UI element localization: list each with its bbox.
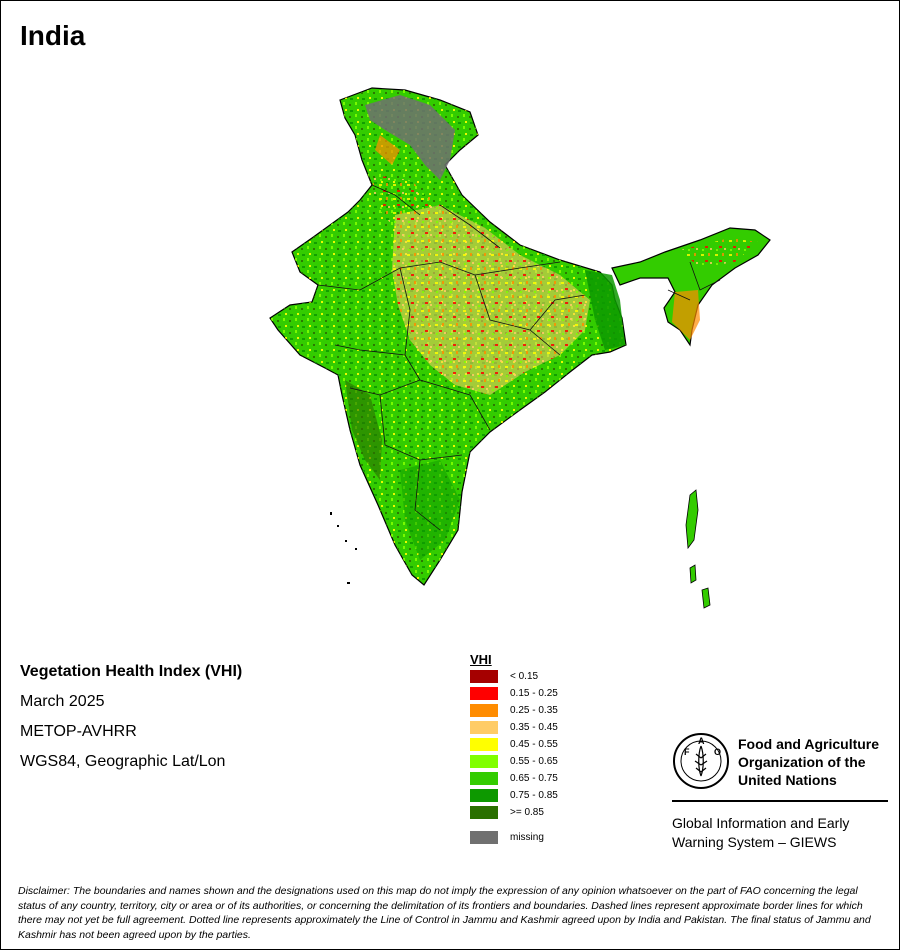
legend-swatch [470,806,498,819]
high-vhi-east [585,270,625,350]
vhi-map [269,87,771,609]
legend-swatch [470,789,498,802]
high-vhi-west-coast [345,380,382,480]
legend-label-missing: missing [510,832,544,843]
andaman-nicobar-islands [685,489,711,609]
svg-text:A: A [698,736,705,746]
sensor: METOP-AVHRR [20,723,137,740]
legend-label: 0.65 - 0.75 [510,773,558,784]
map-title: India [20,20,86,51]
legend-row: 0.55 - 0.65 [470,753,620,770]
legend-row: < 0.15 [470,668,620,685]
legend-label: 0.75 - 0.85 [510,790,558,801]
legend-label: 0.25 - 0.35 [510,705,558,716]
legend-row: 0.75 - 0.85 [470,787,620,804]
stress-speckle-northeast [680,238,758,268]
legend-swatch [470,687,498,700]
legend-row: 0.65 - 0.75 [470,770,620,787]
index-name: Vegetation Health Index (VHI) [20,663,243,680]
legend-row: 0.45 - 0.55 [470,736,620,753]
high-vhi-south [400,460,460,560]
period: March 2025 [20,693,105,710]
legend-swatch [470,670,498,683]
legend-label: 0.35 - 0.45 [510,722,558,733]
stress-zone-himalaya [375,135,400,165]
legend-row: 0.25 - 0.35 [470,702,620,719]
legend-label: 0.55 - 0.65 [510,756,558,767]
legend-label: 0.45 - 0.55 [510,739,558,750]
state-boundaries [317,184,721,531]
legend-row: 0.35 - 0.45 [470,719,620,736]
fao-logo-text: F [684,747,690,757]
legend-row-missing: missing [470,829,620,846]
legend-row: >= 0.85 [470,804,620,821]
projection: WGS84, Geographic Lat/Lon [20,753,226,770]
legend-swatch [470,704,498,717]
vhi-legend: VHI < 0.15 0.15 - 0.25 0.25 - 0.35 0.35 - 0… [470,652,620,846]
system-name: Global Information and Early Warning Sys… [672,815,850,850]
lakshadweep-islands [330,512,357,584]
org-name: Food and Agriculture Organization of the… [738,736,880,788]
legend-label: 0.15 - 0.25 [510,688,558,699]
fao-logo: F O A [673,733,729,789]
legend-swatch [470,755,498,768]
map-info: Vegetation Health Index (VHI) March 2025… [20,657,242,777]
legend-title: VHI [470,652,492,667]
legend-swatch-missing [470,831,498,844]
disclaimer: Disclaimer: The boundaries and names sho… [18,885,871,941]
stress-speckle-central [392,205,590,395]
legend-swatch [470,772,498,785]
legend-label: < 0.15 [510,671,539,682]
stress-speckle-north [372,175,440,225]
legend-row: 0.15 - 0.25 [470,685,620,702]
svg-text:O: O [714,747,721,757]
legend-classes: < 0.15 0.15 - 0.25 0.25 - 0.35 0.35 - 0.45 0… [470,668,620,821]
legend-label: >= 0.85 [510,807,544,818]
missing-data-area [365,95,455,180]
legend-swatch [470,721,498,734]
org-divider [672,800,888,802]
legend-swatch [470,738,498,751]
stress-zone-northeast [672,290,700,340]
